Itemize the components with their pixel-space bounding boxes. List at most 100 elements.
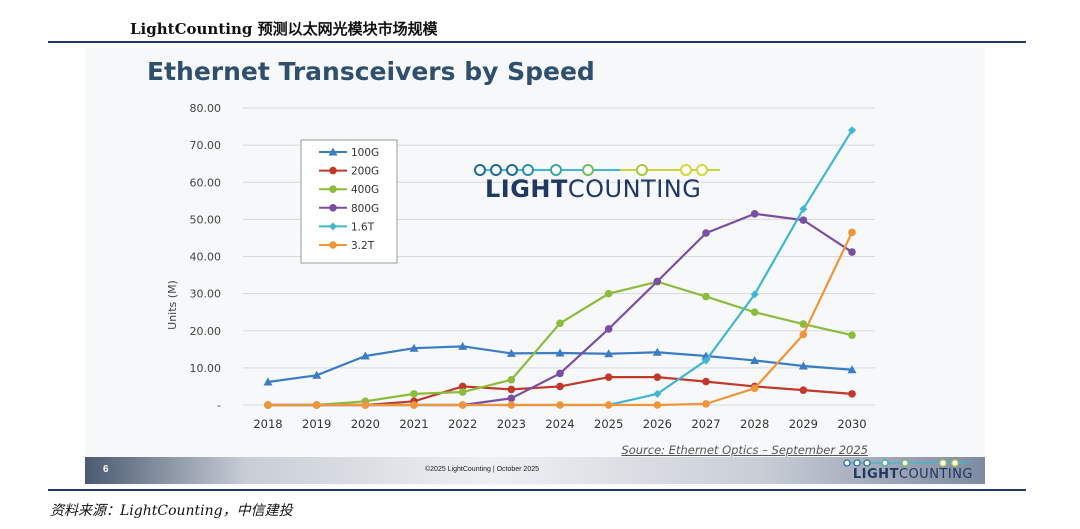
y-tick-label: - [217,399,221,412]
page-number: 6 [103,464,109,475]
data-point [507,375,516,384]
series-line [268,376,853,407]
legend-marker [328,147,338,156]
data-point [604,325,613,333]
y-tick-label: 40.00 [190,251,222,264]
data-point [312,401,321,409]
header-divider [48,41,1026,43]
data-point [848,228,856,237]
lightcounting-logo-text: LIGHTCOUNTING [485,175,702,203]
data-point [507,394,516,403]
data-point [702,377,710,386]
footer-logo-dots [843,459,969,467]
data-point [556,369,564,378]
data-point [799,320,808,328]
chart-source: Source: Ethernet Optics – September 2025 [621,443,868,457]
data-point [360,351,370,360]
y-tick-label: 30.00 [190,288,222,301]
data-point [410,390,418,398]
data-point [410,401,418,409]
data-point [750,355,760,364]
series-3-2t [264,228,856,409]
source-caption: 资料来源：LightCounting，中信建投 [50,503,293,519]
legend-marker [329,185,337,193]
data-point [556,319,564,328]
copyright: ©2025 LightCounting | October 2025 [425,466,539,473]
legend-box [300,139,398,264]
y-tick-label: 80.00 [190,102,222,115]
y-tick-label: 50.00 [190,213,222,226]
chart-title: Ethernet Transceivers by Speed [147,57,595,86]
data-point [458,382,467,391]
x-tick-labels: 2018 2019 2020 2021 2022 2023 2024 2025 2026 2027… [253,417,866,431]
legend-item: 800G [319,203,379,215]
x-tick-label: 2020 [351,417,380,431]
x-tick-label: 2021 [399,417,428,431]
y-tick-label: 70.00 [190,139,222,152]
y-tick-label: 60.00 [190,176,222,189]
report-title: LightCounting 预测以太网光模块市场规模 [130,20,438,38]
legend-label: 1.6T [351,221,375,233]
chart-slide: Ethernet Transceivers by Speed - 10.00 20.… [85,48,985,486]
data-point [702,292,710,301]
data-point [799,386,808,394]
data-point [604,373,613,381]
legend-label: 200G [351,166,379,178]
data-point [702,356,710,365]
data-point [604,401,613,409]
x-tick-label: 2028 [740,417,769,431]
data-point [555,348,565,357]
x-tick-label: 2019 [302,417,331,431]
legend-marker [329,166,337,175]
data-point [750,290,759,299]
x-tick-label: 2029 [789,417,818,431]
data-point [702,400,710,408]
data-point [507,401,516,409]
data-point [653,277,662,286]
footer-logo-text: LIGHTCOUNTING [852,467,973,482]
x-tick-label: 2018 [253,417,282,431]
data-point [848,331,856,340]
data-point [604,289,613,298]
data-point [653,373,662,381]
slide-footer: 6 ©2025 LightCounting | October 2025 LIG… [85,457,985,484]
y-axis-label: Units (M) [166,280,179,330]
footer-divider [48,489,1026,491]
legend-label: 400G [351,184,379,196]
data-point [556,382,564,391]
data-point [458,401,467,409]
legend-label: 3.2T [351,240,375,252]
data-point [653,401,662,409]
data-point [556,401,564,409]
data-point [507,385,516,394]
series-100g [263,341,857,386]
data-point [653,389,662,398]
data-point [458,388,467,396]
y-tick-label: 10.00 [190,362,222,375]
data-point [361,401,370,409]
data-point [799,216,808,224]
x-tick-label: 2024 [545,417,574,431]
y-tick-label: 20.00 [190,325,222,338]
data-point [312,370,322,379]
data-point [409,343,419,352]
data-point [506,348,516,357]
data-point [848,390,856,398]
data-point [702,229,710,237]
data-point [263,377,273,386]
legend-marker [329,222,337,231]
data-point [799,204,808,213]
y-tick-labels: - 10.00 20.00 30.00 40.00 50.00 60.00 70.00 80.0… [190,102,222,412]
data-point [847,365,857,374]
legend-item: 1.6T [319,221,375,233]
x-tick-label: 2026 [643,417,672,431]
x-tick-label: 2025 [594,417,623,431]
data-point [750,308,759,316]
x-tick-label: 2023 [497,417,526,431]
data-point [458,341,468,350]
data-point [798,361,808,370]
lightcounting-logo-dots [474,164,720,176]
legend-label: 100G [351,147,379,159]
legend-item: 100G [319,147,379,159]
legend-label: 800G [351,203,379,215]
